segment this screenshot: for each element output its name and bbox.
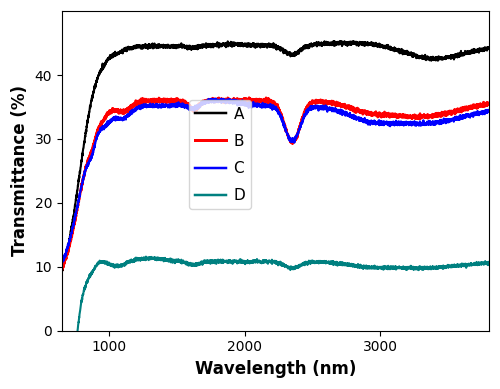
D xyxy=(68,373,74,378)
C xyxy=(150,103,156,107)
Y-axis label: Transmittance (%): Transmittance (%) xyxy=(11,85,29,256)
C xyxy=(214,99,220,103)
A xyxy=(124,45,130,50)
A xyxy=(177,44,183,48)
Line: C: C xyxy=(62,98,489,263)
D xyxy=(177,260,183,265)
B xyxy=(177,100,183,105)
D xyxy=(398,266,404,271)
Line: B: B xyxy=(62,98,489,270)
D xyxy=(486,262,492,267)
Legend: A, B, C, D: A, B, C, D xyxy=(189,100,252,209)
C xyxy=(398,123,404,127)
A xyxy=(398,49,404,54)
D xyxy=(143,254,149,259)
B xyxy=(214,98,220,103)
B xyxy=(246,95,252,100)
B xyxy=(398,114,404,118)
B xyxy=(59,267,65,272)
B xyxy=(150,100,156,105)
D xyxy=(124,260,130,265)
Line: A: A xyxy=(62,41,489,271)
A xyxy=(337,39,343,43)
Line: D: D xyxy=(62,257,489,376)
X-axis label: Wavelength (nm): Wavelength (nm) xyxy=(195,360,356,378)
A xyxy=(64,251,70,256)
B xyxy=(64,252,70,256)
A xyxy=(150,45,156,49)
B xyxy=(124,108,130,112)
D xyxy=(150,257,156,261)
A xyxy=(60,269,66,273)
C xyxy=(124,114,130,118)
D xyxy=(214,258,220,262)
A xyxy=(214,42,220,47)
C xyxy=(59,260,65,265)
D xyxy=(59,338,65,342)
D xyxy=(64,357,70,362)
A xyxy=(59,267,65,272)
C xyxy=(486,108,492,113)
C xyxy=(64,247,70,252)
C xyxy=(177,102,183,107)
A xyxy=(486,46,492,50)
B xyxy=(486,102,492,106)
C xyxy=(212,96,218,101)
